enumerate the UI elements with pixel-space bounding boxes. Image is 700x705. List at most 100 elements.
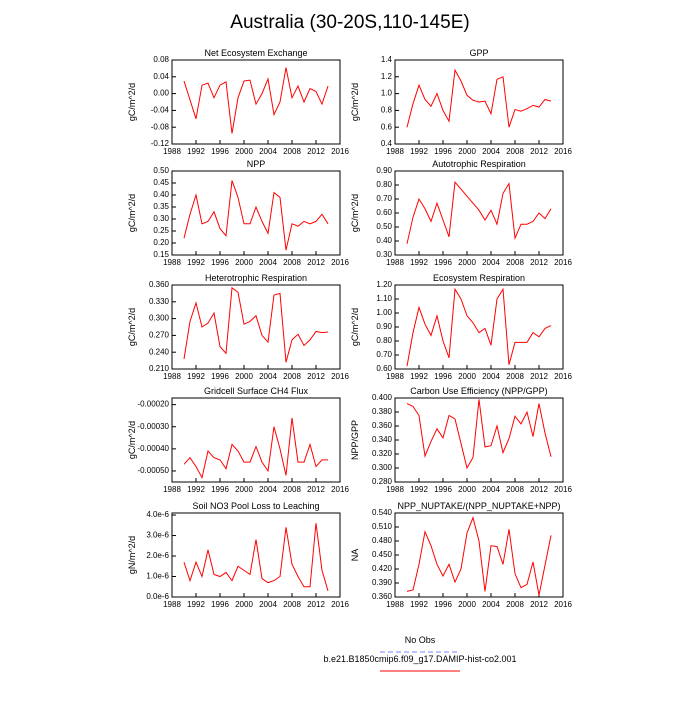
page-title: Australia (30-20S,110-145E) (230, 12, 469, 33)
x-tick-label: 2000 (458, 600, 476, 609)
y-tick-label: 0.0e-6 (146, 592, 169, 601)
x-tick-label: 2004 (482, 258, 500, 267)
x-tick-label: 2016 (554, 372, 572, 381)
y-tick-label: 0.70 (376, 350, 392, 359)
x-tick-label: 2012 (530, 372, 548, 381)
x-tick-label: 2016 (331, 372, 349, 381)
x-tick-label: 2008 (506, 485, 524, 494)
y-tick-label: 0.510 (372, 522, 393, 531)
x-tick-label: 2004 (259, 600, 277, 609)
x-tick-label: 2000 (235, 372, 253, 381)
y-tick-label: 0.80 (376, 336, 392, 345)
data-line (406, 287, 552, 367)
y-tick-label: 0.40 (376, 236, 392, 245)
plot-frame (171, 397, 341, 483)
data-line (183, 523, 329, 591)
legend-label: b.e21.B1850cmip6.f09_g17.DAMIP-hist-co2.… (323, 654, 516, 664)
y-tick-label: 0.400 (372, 393, 393, 402)
x-tick-label: 2000 (458, 147, 476, 156)
data-line (406, 180, 552, 244)
y-axis-label: gC/m^2/d (127, 83, 137, 121)
x-tick-label: 2012 (307, 485, 325, 494)
x-tick-label: 2004 (482, 485, 500, 494)
y-tick-label: 0.300 (149, 314, 170, 323)
x-tick-label: 2012 (307, 258, 325, 267)
x-tick-label: 2008 (506, 258, 524, 267)
x-tick-label: 1988 (163, 372, 181, 381)
x-tick-label: 1996 (211, 372, 229, 381)
y-tick-label: -0.00030 (137, 422, 169, 431)
x-tick-label: 1988 (386, 485, 404, 494)
y-tick-label: 0.35 (153, 202, 169, 211)
x-tick-label: 2000 (235, 600, 253, 609)
x-tick-label: 2000 (458, 372, 476, 381)
x-tick-label: 1996 (434, 600, 452, 609)
y-tick-label: 0.6 (381, 122, 393, 131)
x-tick-label: 2016 (331, 485, 349, 494)
y-axis-label: NPP/GPP (350, 420, 360, 460)
y-tick-label: 0.540 (372, 508, 393, 517)
y-tick-label: 0.390 (372, 578, 393, 587)
x-tick-label: 1996 (211, 258, 229, 267)
y-axis-label: NA (350, 549, 360, 562)
panel-title: Carbon Use Efficiency (NPP/GPP) (410, 386, 547, 396)
y-tick-label: 2.0e-6 (146, 551, 169, 560)
x-tick-label: 1992 (187, 600, 205, 609)
panel-title: GPP (469, 48, 488, 58)
x-tick-label: 1992 (410, 258, 428, 267)
y-axis-label: gN/m^2/d (127, 536, 137, 574)
y-tick-label: 0.90 (376, 322, 392, 331)
y-tick-label: -0.12 (151, 139, 170, 148)
x-tick-label: 1988 (386, 258, 404, 267)
y-tick-label: 0.340 (372, 435, 393, 444)
y-tick-label: 0.8 (381, 106, 393, 115)
y-tick-label: -0.00020 (137, 400, 169, 409)
x-tick-label: 1992 (187, 485, 205, 494)
plot-frame (394, 284, 564, 370)
x-tick-label: 1996 (434, 372, 452, 381)
data-line (406, 68, 552, 128)
panel-title: Ecosystem Respiration (433, 273, 525, 283)
y-tick-label: 0.25 (153, 226, 169, 235)
plot-frame (394, 170, 564, 256)
y-axis-label: gC/m^2/d (350, 194, 360, 232)
x-tick-label: 2008 (283, 485, 301, 494)
y-tick-label: 0.00 (153, 89, 169, 98)
y-tick-label: -0.00050 (137, 466, 169, 475)
data-line (183, 417, 328, 479)
plot-frame (171, 170, 341, 256)
panel-title: NPP (247, 159, 266, 169)
data-line (183, 180, 329, 251)
y-tick-label: 0.50 (153, 166, 169, 175)
y-tick-label: 1.0 (381, 89, 393, 98)
y-tick-label: 0.420 (372, 564, 393, 573)
y-tick-label: 0.60 (376, 364, 392, 373)
x-tick-label: 1992 (410, 600, 428, 609)
y-tick-label: 0.380 (372, 407, 393, 416)
y-tick-label: 1.20 (376, 280, 392, 289)
y-tick-label: 4.0e-6 (146, 510, 169, 519)
y-tick-label: 0.4 (381, 139, 393, 148)
x-tick-label: 2016 (331, 147, 349, 156)
x-tick-label: 2000 (235, 485, 253, 494)
x-tick-label: 1988 (386, 372, 404, 381)
panel-title: Net Ecosystem Exchange (204, 48, 307, 58)
panel-title: NPP_NUPTAKE/(NPP_NUPTAKE+NPP) (398, 501, 561, 511)
x-tick-label: 1996 (211, 485, 229, 494)
y-tick-label: 0.60 (376, 208, 392, 217)
plot-frame (394, 512, 564, 598)
y-tick-label: 1.4 (381, 55, 393, 64)
y-tick-label: 0.240 (149, 347, 170, 356)
y-tick-label: 1.00 (376, 308, 392, 317)
y-tick-label: 0.330 (149, 297, 170, 306)
x-tick-label: 2008 (283, 147, 301, 156)
x-tick-label: 2004 (482, 147, 500, 156)
x-tick-label: 1992 (410, 372, 428, 381)
panel-title: Soil NO3 Pool Loss to Leaching (192, 501, 319, 511)
y-tick-label: 0.50 (376, 222, 392, 231)
plot-frame (171, 284, 341, 370)
x-tick-label: 2008 (506, 147, 524, 156)
y-tick-label: 0.08 (153, 55, 169, 64)
x-tick-label: 2016 (331, 600, 349, 609)
